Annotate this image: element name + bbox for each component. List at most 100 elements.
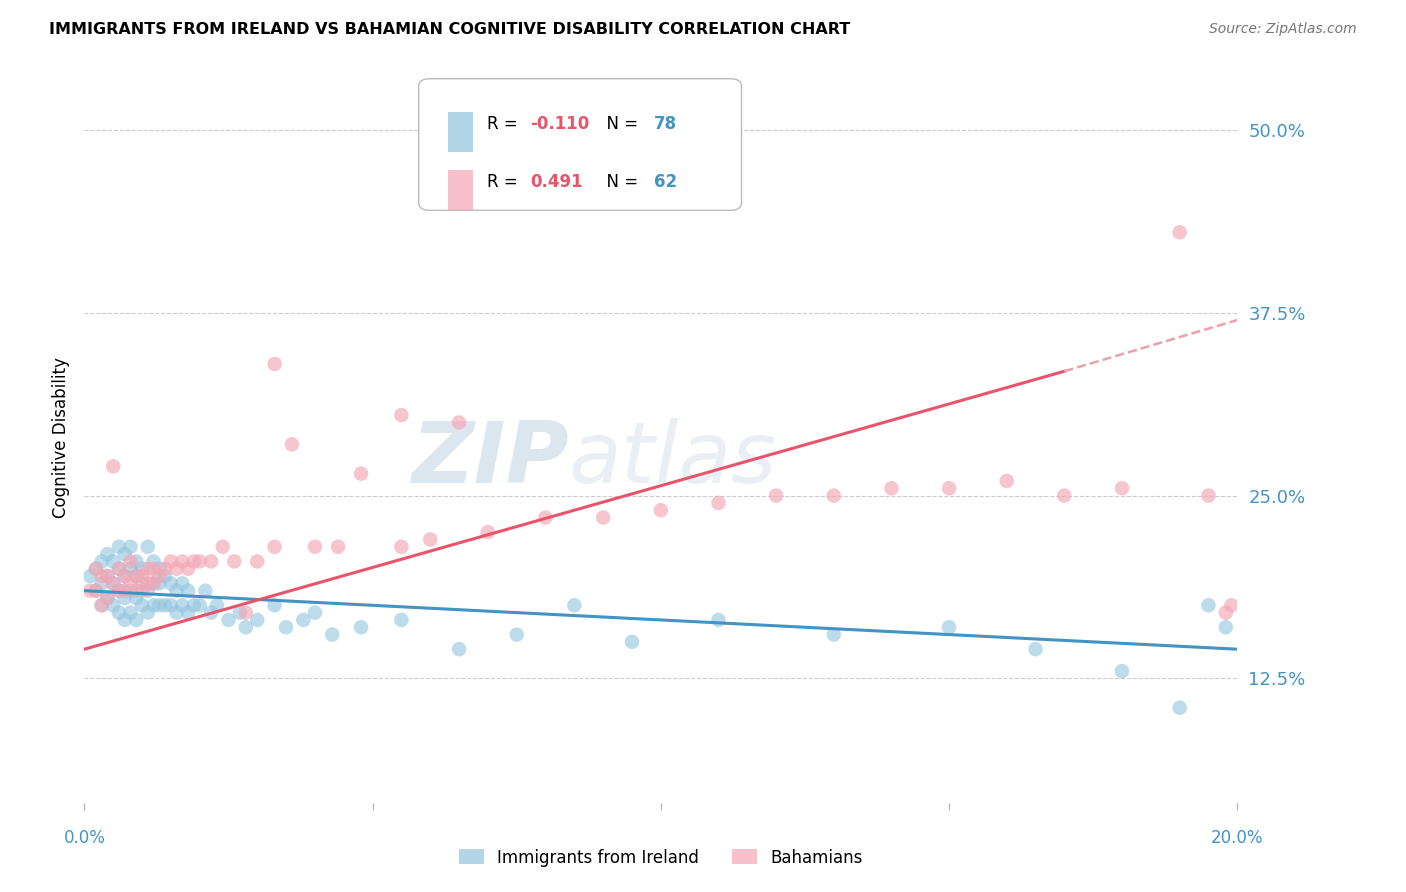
Point [172, 576, 194, 591]
Point [1111, 664, 1133, 678]
Point [183, 599, 205, 613]
Point [148, 576, 170, 591]
Point [1168, 225, 1191, 239]
Point [246, 613, 269, 627]
Point [84, 583, 107, 598]
Point [218, 613, 240, 627]
Point [114, 591, 136, 605]
Point [281, 437, 304, 451]
Point [177, 562, 200, 576]
Point [114, 569, 136, 583]
Point [292, 613, 315, 627]
Text: 78: 78 [654, 115, 678, 133]
Point [108, 583, 131, 598]
Point [391, 613, 413, 627]
Point [1025, 642, 1047, 657]
Legend: Immigrants from Ireland, Bahamians: Immigrants from Ireland, Bahamians [450, 840, 872, 875]
Point [200, 606, 222, 620]
Bar [447, 112, 472, 152]
Point [229, 606, 252, 620]
Point [1111, 481, 1133, 495]
Point [142, 576, 165, 591]
Point [188, 599, 211, 613]
Point [131, 562, 153, 576]
Point [108, 562, 131, 576]
Point [108, 540, 131, 554]
Point [263, 599, 285, 613]
Point [235, 606, 257, 620]
Point [125, 569, 148, 583]
Point [765, 489, 787, 503]
Point [211, 540, 233, 554]
Point [79, 569, 101, 583]
Point [136, 576, 159, 591]
Point [177, 606, 200, 620]
Point [120, 540, 142, 554]
Point [136, 562, 159, 576]
Point [938, 620, 960, 634]
Point [995, 474, 1018, 488]
Point [350, 467, 373, 481]
Point [103, 576, 124, 591]
Point [103, 554, 124, 568]
FancyBboxPatch shape [419, 78, 741, 211]
Point [125, 591, 148, 605]
Point [131, 569, 153, 583]
Point [621, 635, 644, 649]
Point [84, 562, 107, 576]
Point [321, 627, 343, 641]
Point [188, 554, 211, 568]
Point [96, 591, 118, 605]
Point [142, 562, 165, 576]
Text: atlas: atlas [568, 417, 776, 500]
Point [263, 540, 285, 554]
Point [304, 540, 326, 554]
Point [90, 599, 112, 613]
Point [172, 554, 194, 568]
Point [153, 599, 176, 613]
Point [506, 627, 529, 641]
Text: R =: R = [486, 115, 523, 133]
Point [534, 510, 557, 524]
Point [1198, 489, 1220, 503]
Point [1198, 599, 1220, 613]
Point [1215, 620, 1237, 634]
Point [125, 569, 148, 583]
Point [103, 599, 124, 613]
Point [938, 481, 960, 495]
Point [103, 576, 124, 591]
Point [477, 525, 499, 540]
Point [96, 569, 118, 583]
Point [304, 606, 326, 620]
Point [1168, 700, 1191, 714]
Point [148, 569, 170, 583]
Point [125, 583, 148, 598]
Point [108, 606, 131, 620]
Point [194, 583, 217, 598]
Point [90, 599, 112, 613]
Point [108, 562, 131, 576]
Point [650, 503, 672, 517]
Point [90, 576, 112, 591]
Point [79, 583, 101, 598]
Point [153, 569, 176, 583]
Point [136, 540, 159, 554]
Point [449, 642, 471, 657]
Point [880, 481, 903, 495]
Point [172, 599, 194, 613]
Point [1215, 606, 1237, 620]
Point [823, 489, 845, 503]
Point [120, 554, 142, 568]
Point [136, 606, 159, 620]
Point [142, 554, 165, 568]
Point [103, 459, 124, 474]
Point [131, 576, 153, 591]
Point [148, 562, 170, 576]
Text: N =: N = [596, 173, 644, 191]
Point [166, 606, 188, 620]
Point [142, 576, 165, 591]
Point [205, 599, 228, 613]
Text: 0.0%: 0.0% [63, 830, 105, 847]
Point [114, 569, 136, 583]
Point [90, 569, 112, 583]
